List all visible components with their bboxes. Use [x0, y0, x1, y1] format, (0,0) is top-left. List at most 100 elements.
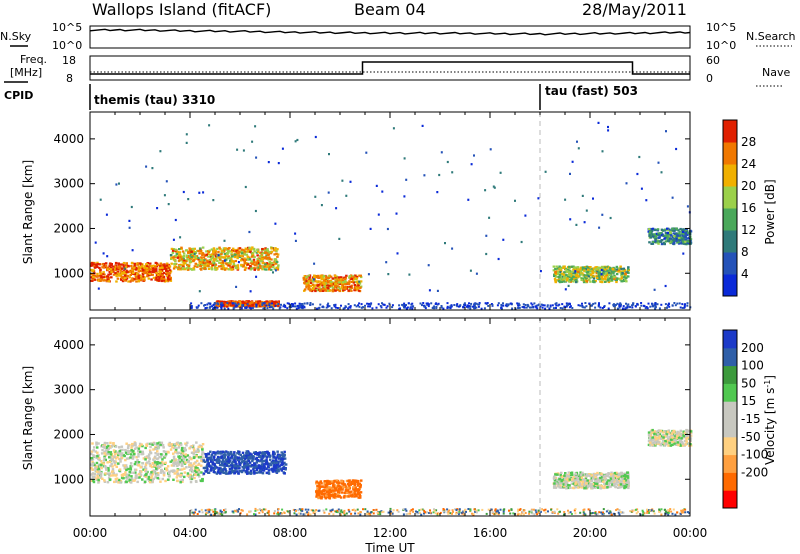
power-cell [601, 307, 604, 309]
power-cell [681, 303, 684, 306]
power-cell [302, 276, 305, 279]
velocity-cell [334, 487, 337, 490]
power-cell [573, 271, 577, 274]
velocity-cell [154, 461, 157, 464]
power-cell [265, 300, 269, 303]
power-cell [155, 272, 158, 275]
power-cell [297, 307, 300, 310]
power-cell [232, 263, 236, 266]
power-cell [430, 302, 433, 305]
power-cell [664, 240, 668, 243]
power-cell [427, 264, 430, 267]
power-cell [677, 229, 680, 232]
power-cell [129, 279, 133, 282]
power-cell [368, 302, 370, 305]
power-cell [468, 302, 470, 305]
power-cell [127, 270, 131, 273]
power-cell [256, 259, 259, 263]
cpid-label: CPID [4, 89, 33, 102]
power-cell [99, 271, 102, 274]
power-cell [607, 271, 611, 274]
power-cell [432, 306, 434, 309]
velocity-cell [173, 443, 176, 446]
power-cell [192, 249, 195, 252]
power-cell [664, 228, 667, 231]
velocity-cell [98, 469, 101, 472]
velocity-cell [147, 460, 151, 463]
velocity-cell [129, 481, 133, 484]
power-cell [531, 306, 534, 309]
power-cell [111, 269, 114, 272]
power-cell [686, 233, 689, 237]
power-cell [338, 282, 341, 285]
power-cell [268, 266, 271, 269]
power-cell [650, 229, 653, 232]
power-cell [124, 276, 127, 279]
velocity-cell [327, 486, 330, 489]
power-cell [602, 270, 605, 273]
velocity-cell [99, 471, 103, 475]
power-cell [224, 254, 228, 257]
power-cell [265, 251, 269, 254]
velocity-cell [102, 445, 106, 449]
power-cell [174, 248, 177, 251]
power-cell [572, 275, 575, 278]
power-cell [607, 278, 610, 281]
power-cell [668, 228, 671, 231]
power-cell [223, 252, 227, 256]
velocity-cell [221, 463, 225, 466]
power-cell [632, 303, 634, 306]
velocity-cell [228, 472, 231, 475]
power-cell [657, 236, 660, 240]
velocity-cell [206, 460, 210, 463]
velocity-cell [249, 465, 253, 468]
power-cell [313, 262, 316, 265]
power-cell [267, 256, 271, 259]
power-cell [274, 269, 277, 272]
velocity-cell [357, 479, 360, 483]
velocity-cell [160, 464, 164, 467]
power-cell [134, 277, 138, 280]
power-cell [92, 263, 96, 266]
power-cell [574, 270, 577, 273]
power-cell [331, 289, 335, 292]
velocity-cell [323, 481, 326, 484]
power-cell [677, 242, 681, 245]
velocity-cell [168, 441, 171, 445]
power-cell [220, 306, 223, 309]
power-cell [636, 303, 639, 306]
velocity-cell [160, 453, 163, 456]
velocity-cell [101, 462, 104, 465]
power-cell [538, 303, 541, 306]
power-cell [118, 182, 120, 185]
power-cell [261, 258, 264, 261]
power-cell [302, 278, 306, 281]
power-cell [334, 303, 337, 306]
power-cell [276, 304, 280, 307]
power-cell [191, 254, 194, 257]
velocity-cell [159, 480, 162, 483]
velocity-cell [201, 477, 204, 481]
velocity-cell [240, 460, 244, 463]
power-cell [664, 284, 667, 288]
velocity-cell [100, 452, 104, 455]
power-cell [179, 263, 183, 266]
power-cell [226, 251, 229, 255]
velocity-cell [353, 481, 356, 484]
velocity-cell [343, 496, 346, 499]
velocity-cell [343, 495, 346, 498]
power-cell [270, 250, 273, 253]
velocity-cell [233, 459, 236, 462]
power-cell [237, 253, 240, 256]
power-cell [585, 209, 588, 212]
power-cell [456, 303, 459, 306]
power-cell [258, 303, 262, 306]
power-cell [602, 277, 605, 280]
velocity-cell [111, 444, 114, 448]
power-cell [589, 280, 592, 283]
power-cell [268, 306, 271, 309]
velocity-cell [109, 451, 113, 454]
power-cell [223, 304, 226, 307]
power-cell [205, 250, 208, 253]
power-cell [277, 303, 280, 305]
